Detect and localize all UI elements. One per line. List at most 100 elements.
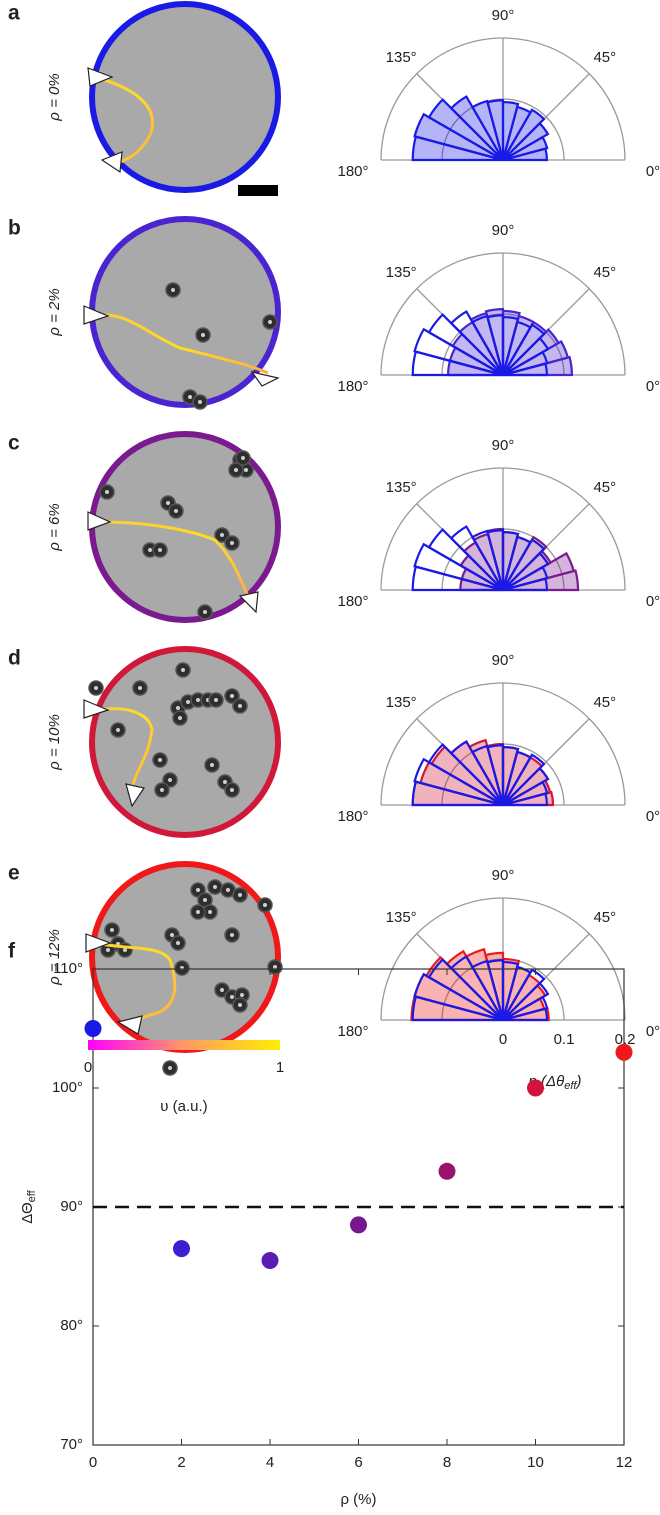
reference-wedge — [411, 780, 504, 807]
particle-center — [234, 468, 238, 472]
particle-center — [203, 610, 207, 614]
arrowhead — [83, 305, 110, 325]
y-axis-label-main: ΔΘ — [19, 1202, 36, 1223]
particle-center — [171, 288, 175, 292]
arrowhead — [85, 933, 112, 953]
trajectory — [104, 313, 269, 375]
particle-center — [196, 698, 200, 702]
y-axis-label-sub: eff — [26, 1189, 38, 1202]
colorbar-label: υ (a.u.) — [160, 1098, 207, 1115]
trajectory — [94, 941, 177, 1027]
particle-center — [230, 541, 234, 545]
rho-label: ρ = 10% — [46, 714, 63, 771]
particle-center — [196, 888, 200, 892]
particle-center — [238, 893, 242, 897]
particle-center — [188, 395, 192, 399]
colorbar-tick-label: 1 — [276, 1059, 284, 1076]
particle-center — [196, 910, 200, 914]
colorbar — [88, 1040, 280, 1050]
angle-label: 180° — [337, 1023, 368, 1040]
arrowhead — [87, 511, 112, 531]
angle-label: 135° — [386, 909, 417, 926]
reference-wedge — [413, 542, 504, 592]
particle-center — [220, 533, 224, 537]
particle-center — [244, 468, 248, 472]
particle-center — [226, 888, 230, 892]
arrowhead — [100, 151, 123, 174]
point — [350, 1216, 367, 1234]
reference-wedge — [413, 327, 504, 377]
particle-center — [176, 706, 180, 710]
angle-label: 45° — [593, 264, 616, 281]
particle-center — [176, 941, 180, 945]
particle-center — [116, 728, 120, 732]
r-tick-label: 0.2 — [615, 1031, 636, 1048]
reference-wedge — [411, 995, 504, 1022]
arrowhead — [87, 67, 114, 87]
x-tick-label: 0 — [89, 1454, 97, 1471]
y-axis-label: ΔΘeff — [19, 1189, 38, 1223]
rho-label: ρ = 2% — [46, 288, 63, 336]
micrograph — [89, 216, 281, 408]
particle-center — [238, 704, 242, 708]
particle-center — [123, 948, 127, 952]
arrowhead — [116, 1015, 143, 1035]
point — [84, 1020, 102, 1037]
particle-center — [268, 320, 272, 324]
angle-label: 0° — [646, 1023, 660, 1040]
bin-wedge — [502, 535, 548, 591]
r-axis-label-end: ) — [574, 1073, 581, 1090]
reference-wedge — [413, 972, 504, 1022]
particle-center — [148, 548, 152, 552]
angle-label: 90° — [492, 652, 515, 669]
angle-label: 90° — [492, 7, 515, 24]
angle-label: 135° — [386, 264, 417, 281]
particle-center — [214, 698, 218, 702]
angle-label: 180° — [337, 163, 368, 180]
particle-center — [220, 988, 224, 992]
particle-center — [263, 903, 267, 907]
bin-wedge — [411, 135, 504, 162]
reference-wedge — [502, 753, 546, 806]
point — [615, 1043, 633, 1061]
reference-wedge — [502, 323, 546, 376]
angle-label: 0° — [646, 593, 660, 610]
x-tick-label: 10 — [527, 1454, 544, 1471]
y-tick-label: 70° — [60, 1436, 83, 1453]
angle-label: 45° — [593, 909, 616, 926]
particle-center — [110, 928, 114, 932]
angle-label: 135° — [386, 479, 417, 496]
particle-center — [230, 788, 234, 792]
colorbar-tick-label: 0 — [84, 1059, 92, 1076]
panel-letter: f — [8, 940, 16, 963]
angle-label: 0° — [646, 378, 660, 395]
bin-wedge — [502, 328, 560, 376]
particle-center — [238, 1003, 242, 1007]
particle-center — [241, 456, 245, 460]
angle-label: 180° — [337, 808, 368, 825]
particle-center — [201, 333, 205, 337]
arrowhead — [125, 783, 145, 808]
angle-label: 90° — [492, 437, 515, 454]
angle-label: 0° — [646, 163, 660, 180]
bin-wedge — [502, 108, 546, 161]
particle-center — [203, 898, 207, 902]
scale-bar — [238, 185, 278, 196]
particle-center — [186, 700, 190, 704]
r-axis-label-sub: eff — [564, 1080, 577, 1092]
x-tick-label: 2 — [177, 1454, 185, 1471]
rho-label: ρ = 0% — [46, 73, 63, 121]
particle-center — [94, 686, 98, 690]
angle-label: 45° — [593, 479, 616, 496]
point — [438, 1162, 456, 1180]
bin-wedge — [413, 112, 504, 162]
point — [527, 1079, 544, 1097]
particle-center — [230, 933, 234, 937]
rho-label: ρ = 12% — [46, 929, 63, 986]
r-tick-label: 0 — [499, 1031, 507, 1048]
panel-letter: b — [8, 217, 21, 240]
arrowhead — [83, 699, 110, 719]
particle-center — [240, 993, 244, 997]
particle-center — [230, 995, 234, 999]
